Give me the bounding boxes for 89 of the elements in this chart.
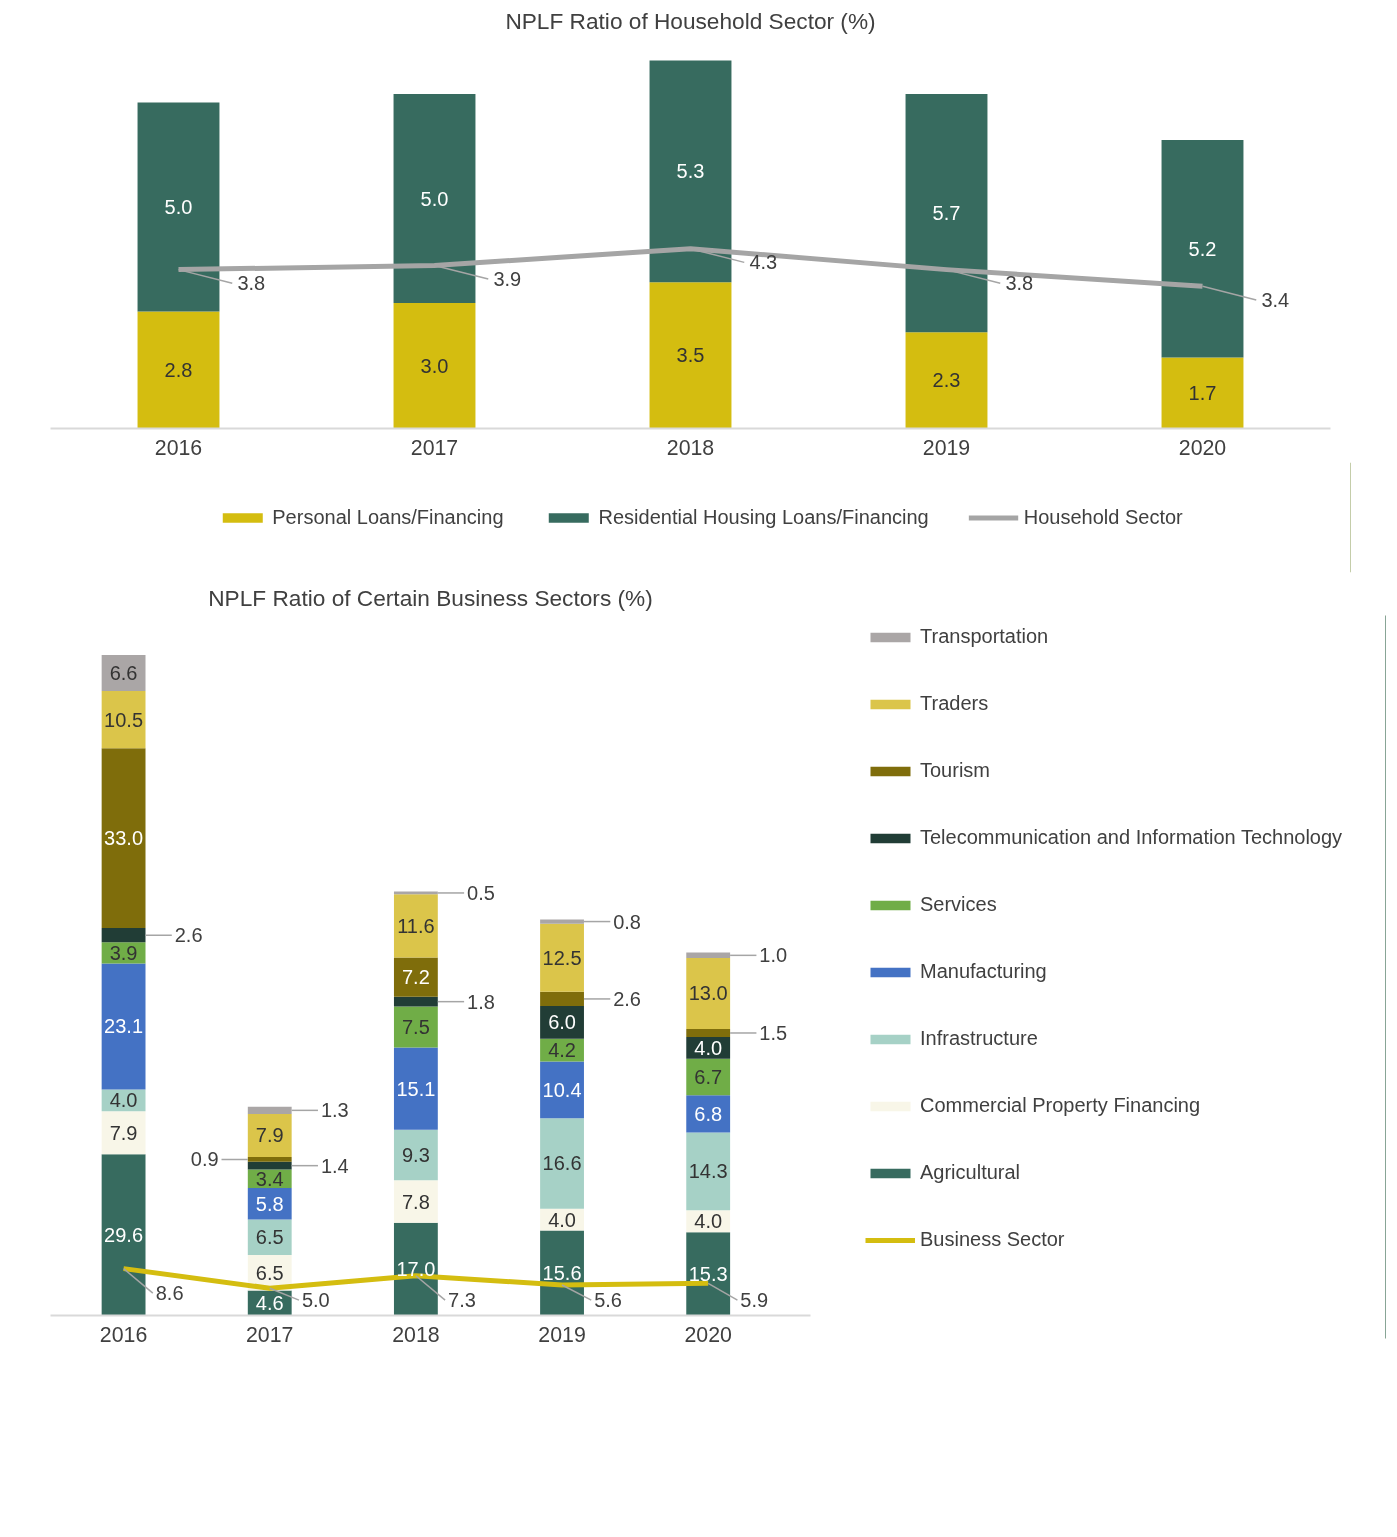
data-label: 1.7: [1188, 381, 1217, 404]
data-label: 1.0: [759, 944, 788, 967]
data-label: 7.5: [401, 1015, 430, 1038]
data-label: 3.9: [109, 941, 138, 964]
data-label: 14.3: [688, 1160, 728, 1183]
text: NPLF Ratio of Household Sector (%): [505, 7, 876, 34]
data-label: 15.1: [396, 1077, 436, 1100]
x-tick-label: 2019: [538, 1322, 586, 1347]
data-label: 4.0: [694, 1210, 723, 1233]
data-label: 6.5: [255, 1261, 284, 1284]
x-tick-label: 2016: [154, 435, 203, 460]
legend-label: Infrastructure: [920, 1027, 1038, 1050]
x-tick-label: 2019: [922, 435, 971, 460]
legend-label: Commercial Property Financing: [920, 1094, 1201, 1117]
data-label: 7.8: [401, 1190, 430, 1213]
data-label: 29.6: [104, 1223, 144, 1246]
legend-label: Services: [920, 893, 997, 916]
data-label: 5.2: [1188, 237, 1217, 260]
x-tick-label: 2018: [392, 1322, 440, 1347]
data-label: 23.1: [104, 1015, 144, 1038]
legend-label: Agricultural: [920, 1161, 1021, 1184]
data-label: 4.6: [255, 1291, 284, 1314]
data-label: 1.5: [759, 1021, 788, 1044]
x-tick-label: 2020: [1178, 435, 1227, 460]
legend-label: Tourism: [920, 759, 991, 782]
data-label: 15.3: [688, 1262, 728, 1285]
data-label: 12.5: [542, 946, 582, 969]
data-label: 15.6: [542, 1262, 582, 1284]
data-label: 5.8: [255, 1192, 284, 1215]
data-label: 2.6: [613, 987, 641, 1010]
data-label: 8.6: [155, 1282, 184, 1305]
data-label: 3.8: [237, 272, 266, 295]
data-label: 3.8: [1005, 272, 1034, 295]
x-tick-label: 2020: [684, 1322, 733, 1347]
data-label: 0.8: [613, 910, 641, 933]
data-label: 7.3: [448, 1289, 476, 1312]
legend-label: Residential Housing Loans/Financing: [598, 505, 929, 529]
data-label: 13.0: [688, 982, 728, 1005]
data-label: 6.6: [109, 662, 138, 685]
legend-label: Business Sector: [920, 1228, 1065, 1251]
data-label: 16.6: [542, 1152, 582, 1175]
data-label: 4.2: [548, 1039, 576, 1062]
data-label: 4.0: [109, 1089, 138, 1112]
data-label: 2.3: [932, 369, 961, 392]
data-label: 3.9: [493, 268, 522, 291]
data-label: 5.0: [301, 1289, 330, 1312]
data-label: 5.0: [420, 187, 449, 210]
data-label: 6.0: [548, 1011, 576, 1034]
data-label: 2.6: [174, 924, 203, 947]
data-label: 7.2: [401, 966, 430, 989]
data-label: 5.9: [740, 1289, 769, 1312]
data-label: 6.5: [255, 1226, 284, 1249]
data-label: 1.8: [467, 990, 495, 1013]
legend-label: Transportation: [920, 625, 1049, 648]
data-label: 6.7: [694, 1066, 723, 1089]
data-label: 2.8: [164, 358, 193, 381]
data-label: 3.5: [676, 344, 705, 367]
x-tick-label: 2016: [99, 1322, 148, 1347]
data-label: 3.0: [420, 354, 449, 377]
data-label: 1.3: [320, 1099, 349, 1122]
legend-label: Household Sector: [1023, 505, 1183, 529]
x-tick-label: 2017: [410, 435, 459, 460]
data-label: 3.4: [255, 1167, 284, 1190]
data-label: 5.6: [594, 1289, 622, 1312]
data-label: 10.4: [542, 1078, 582, 1101]
data-label: 9.3: [401, 1144, 430, 1167]
data-label: 11.6: [397, 914, 435, 937]
data-label: 3.4: [1261, 289, 1290, 311]
legend-label: Telecommunication and Information Technology: [920, 826, 1343, 849]
legend-label: Traders: [920, 692, 989, 715]
data-label: 6.8: [694, 1102, 723, 1125]
data-label: 10.5: [104, 708, 144, 731]
data-label: 4.0: [694, 1036, 723, 1059]
data-label: 7.9: [255, 1124, 284, 1147]
chart-title: NPLF Ratio of Certain Business Sectors (%): [208, 584, 653, 611]
data-label: 5.0: [164, 195, 193, 218]
data-label: 0.9: [190, 1148, 219, 1171]
legend-label: Manufacturing: [920, 960, 1047, 983]
legend-label: Personal Loans/Financing: [272, 505, 504, 529]
data-label: 7.9: [109, 1121, 138, 1144]
data-label: 33.0: [104, 827, 144, 850]
data-label: 5.7: [932, 202, 961, 225]
x-tick-label: 2018: [666, 435, 715, 460]
data-label: 0.5: [467, 881, 495, 904]
data-label: 1.4: [320, 1154, 349, 1177]
data-label: 4.3: [749, 251, 778, 274]
x-tick-label: 2017: [246, 1322, 294, 1347]
data-label: 5.3: [676, 160, 705, 183]
data-label: 4.0: [548, 1208, 576, 1231]
